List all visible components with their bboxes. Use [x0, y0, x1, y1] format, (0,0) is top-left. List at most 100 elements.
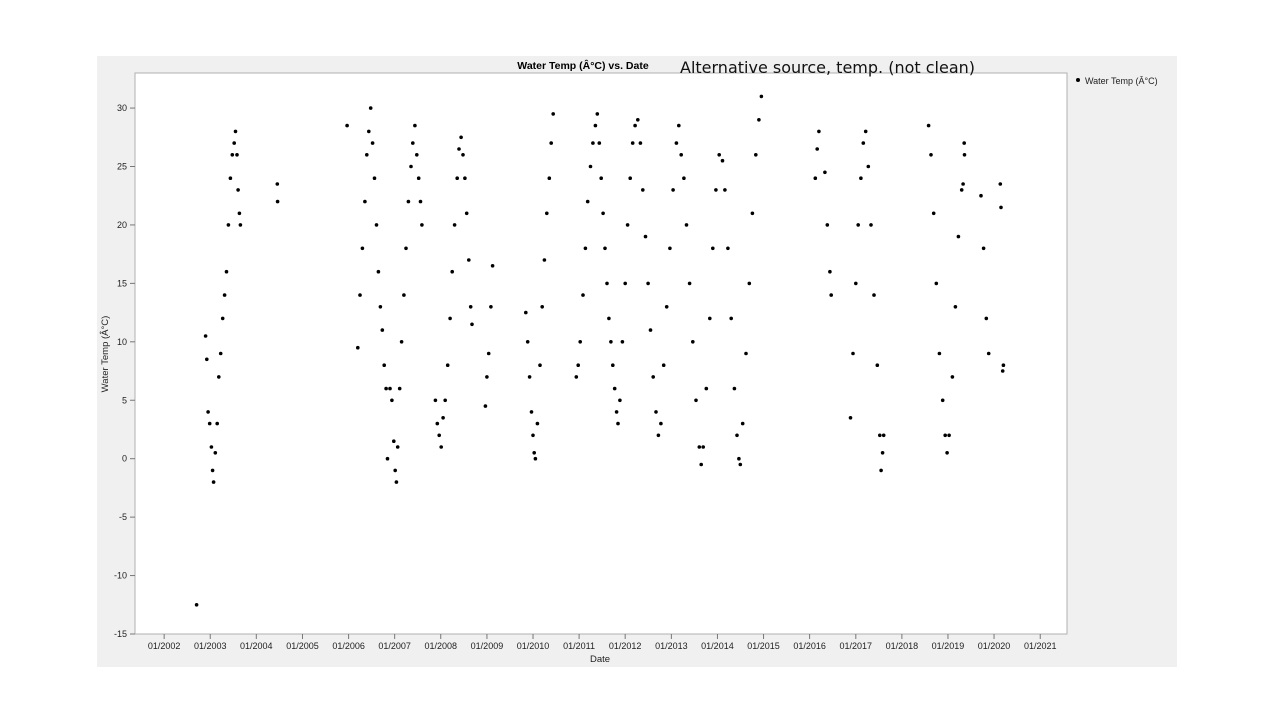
y-tick-label: 20 — [117, 220, 127, 230]
data-point — [631, 141, 635, 145]
x-tick-label: 01/2013 — [655, 641, 688, 651]
data-point — [961, 182, 965, 186]
data-point — [236, 188, 240, 192]
data-point — [982, 247, 986, 251]
data-point — [679, 153, 683, 157]
data-point — [594, 124, 598, 128]
legend-label: Water Temp (Â°C) — [1085, 76, 1158, 86]
x-tick-label: 01/2020 — [978, 641, 1011, 651]
data-point — [935, 282, 939, 286]
data-point — [723, 188, 727, 192]
data-point — [223, 293, 227, 297]
data-point — [601, 212, 605, 216]
data-point — [613, 387, 617, 391]
data-point — [717, 153, 721, 157]
x-tick-label: 01/2010 — [517, 641, 550, 651]
data-point — [929, 153, 933, 157]
data-point — [437, 434, 441, 438]
data-point — [234, 130, 238, 134]
data-point — [402, 293, 406, 297]
data-point — [882, 434, 886, 438]
data-point — [530, 410, 534, 414]
x-tick-label: 01/2007 — [378, 641, 411, 651]
data-point — [760, 95, 764, 99]
data-point — [869, 223, 873, 227]
data-point — [212, 480, 216, 484]
data-point — [551, 112, 555, 116]
data-point — [371, 141, 375, 145]
x-tick-label: 01/2009 — [471, 641, 504, 651]
data-point — [951, 375, 955, 379]
y-tick-label: 5 — [122, 395, 127, 405]
data-point — [453, 223, 457, 227]
data-point — [623, 282, 627, 286]
data-point — [754, 153, 758, 157]
data-point — [828, 270, 832, 274]
legend-marker — [1076, 78, 1080, 82]
data-point — [205, 358, 209, 362]
data-point — [448, 317, 452, 321]
data-point — [864, 130, 868, 134]
data-point — [461, 153, 465, 157]
x-tick-label: 01/2005 — [286, 641, 319, 651]
data-point — [737, 457, 741, 461]
data-point — [575, 375, 579, 379]
data-point — [390, 399, 394, 403]
data-point — [375, 223, 379, 227]
data-point — [206, 410, 210, 414]
data-point — [651, 375, 655, 379]
data-point — [943, 434, 947, 438]
data-point — [532, 451, 536, 455]
y-tick-label: -5 — [119, 512, 127, 522]
data-point — [484, 404, 488, 408]
data-point — [443, 399, 447, 403]
data-point — [526, 340, 530, 344]
data-point — [392, 439, 396, 443]
data-point — [979, 194, 983, 198]
data-point — [450, 270, 454, 274]
x-tick-label: 01/2021 — [1024, 641, 1057, 651]
data-point — [694, 399, 698, 403]
data-point — [434, 399, 438, 403]
data-point — [548, 176, 552, 180]
data-point — [851, 352, 855, 356]
data-point — [677, 124, 681, 128]
data-point — [938, 352, 942, 356]
data-point — [446, 363, 450, 367]
data-point — [751, 212, 755, 216]
data-point — [999, 182, 1003, 186]
data-point — [485, 375, 489, 379]
data-point — [705, 387, 709, 391]
data-point — [439, 445, 443, 449]
data-point — [954, 305, 958, 309]
data-point — [524, 311, 528, 315]
data-point — [872, 293, 876, 297]
data-point — [999, 206, 1003, 210]
y-axis-label: Water Temp (Â°C) — [100, 316, 111, 393]
data-point — [867, 165, 871, 169]
data-point — [467, 258, 471, 262]
y-tick-label: 30 — [117, 103, 127, 113]
data-point — [879, 469, 883, 473]
data-point — [591, 141, 595, 145]
data-point — [947, 434, 951, 438]
x-axis: 01/2002 01/2003 01/2004 01/2005 01/2006 01/20… — [148, 634, 1057, 651]
data-point — [528, 375, 532, 379]
data-point — [398, 387, 402, 391]
data-point — [540, 305, 544, 309]
data-point — [531, 434, 535, 438]
data-point — [231, 153, 235, 157]
data-point — [646, 282, 650, 286]
data-point — [726, 247, 730, 251]
x-tick-label: 01/2003 — [194, 641, 227, 651]
data-point — [633, 124, 637, 128]
x-tick-label: 01/2011 — [563, 641, 595, 651]
data-point — [659, 422, 663, 426]
data-point — [878, 434, 882, 438]
data-point — [217, 375, 221, 379]
data-point — [607, 317, 611, 321]
data-point — [214, 451, 218, 455]
data-point — [856, 223, 860, 227]
data-point — [862, 141, 866, 145]
